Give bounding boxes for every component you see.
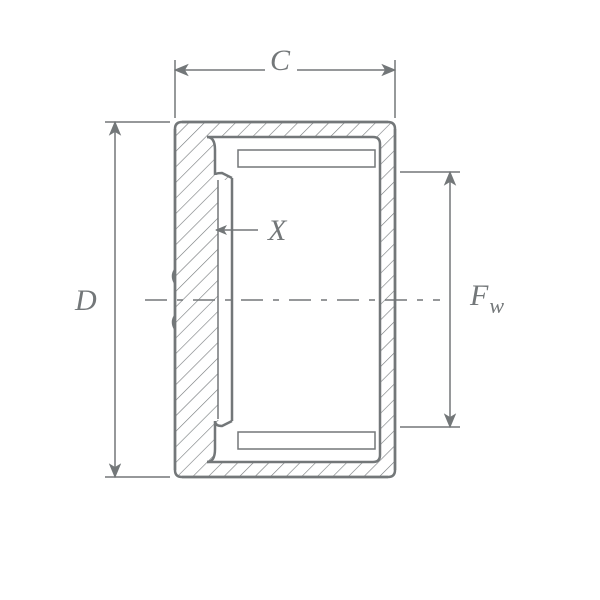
label-X: X: [267, 214, 288, 247]
bearing-cross-section-diagram: C D Fw X: [0, 0, 600, 600]
dimension-Fw: [400, 172, 460, 427]
label-D: D: [74, 284, 97, 317]
label-C: C: [270, 44, 291, 77]
label-Fw: Fw: [469, 279, 504, 318]
